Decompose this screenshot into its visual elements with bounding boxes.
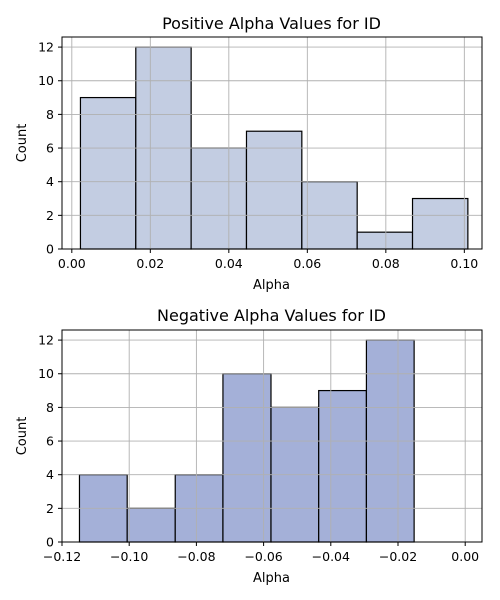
positive-alpha-chart: Positive Alpha Values for ID 0.00 0.02 0.0… xyxy=(15,14,483,293)
y-tick-label: 4 xyxy=(46,467,54,482)
x-tick-label: 0.02 xyxy=(136,256,164,271)
histogram-bar xyxy=(222,373,272,543)
y-tick-label: 6 xyxy=(46,434,54,449)
x-tick-label: 0.00 xyxy=(58,256,86,271)
x-ticks: −0.12 −0.10 −0.08 −0.06 −0.04 −0.02 0.00 xyxy=(43,542,479,564)
x-axis-label: Alpha xyxy=(253,278,290,293)
y-tick-label: 10 xyxy=(38,73,54,88)
y-ticks: 0 2 4 6 8 10 12 xyxy=(38,40,62,257)
histogram-bar xyxy=(190,147,248,250)
x-tick-label: 0.00 xyxy=(451,549,479,564)
plot-frame xyxy=(61,36,483,250)
histogram-bar xyxy=(79,96,137,250)
x-tick-label: 0.08 xyxy=(372,256,400,271)
y-ticks: 0 2 4 6 8 10 12 xyxy=(38,333,62,550)
x-tick-label: 0.06 xyxy=(293,256,321,271)
histogram-bar xyxy=(411,197,469,250)
x-tick-label: −0.02 xyxy=(379,549,417,564)
x-tick-label: 0.10 xyxy=(450,256,478,271)
y-tick-label: 12 xyxy=(38,40,54,55)
x-tick-label: −0.04 xyxy=(312,549,350,564)
y-tick-label: 8 xyxy=(46,400,54,415)
y-tick-label: 6 xyxy=(46,141,54,156)
y-tick-label: 2 xyxy=(46,501,54,516)
histogram-bar xyxy=(318,389,368,543)
y-axis-label: Count xyxy=(15,124,30,163)
chart-title: Negative Alpha Values for ID xyxy=(157,306,386,325)
y-tick-label: 2 xyxy=(46,208,54,223)
x-tick-label: −0.12 xyxy=(43,549,81,564)
negative-alpha-chart: Negative Alpha Values for ID −0.12 −0.10−… xyxy=(15,306,483,586)
y-tick-label: 0 xyxy=(46,242,54,257)
plot-frame xyxy=(61,329,483,543)
y-tick-label: 10 xyxy=(38,366,54,381)
x-axis-label: Alpha xyxy=(253,571,290,586)
histogram-bar xyxy=(356,231,414,250)
y-tick-label: 0 xyxy=(46,535,54,550)
y-tick-label: 8 xyxy=(46,107,54,122)
x-tick-label: 0.04 xyxy=(215,256,243,271)
grid xyxy=(62,37,482,250)
x-tick-label: −0.08 xyxy=(177,549,215,564)
y-axis-label: Count xyxy=(15,417,30,456)
x-tick-label: −0.06 xyxy=(244,549,282,564)
y-tick-label: 12 xyxy=(38,333,54,348)
histogram-bar xyxy=(126,507,176,543)
histogram-bar xyxy=(245,130,303,250)
x-tick-label: −0.10 xyxy=(110,549,148,564)
x-ticks: 0.00 0.02 0.04 0.06 0.08 0.10 xyxy=(58,249,478,271)
chart-title: Positive Alpha Values for ID xyxy=(162,14,381,33)
y-tick-label: 4 xyxy=(46,174,54,189)
